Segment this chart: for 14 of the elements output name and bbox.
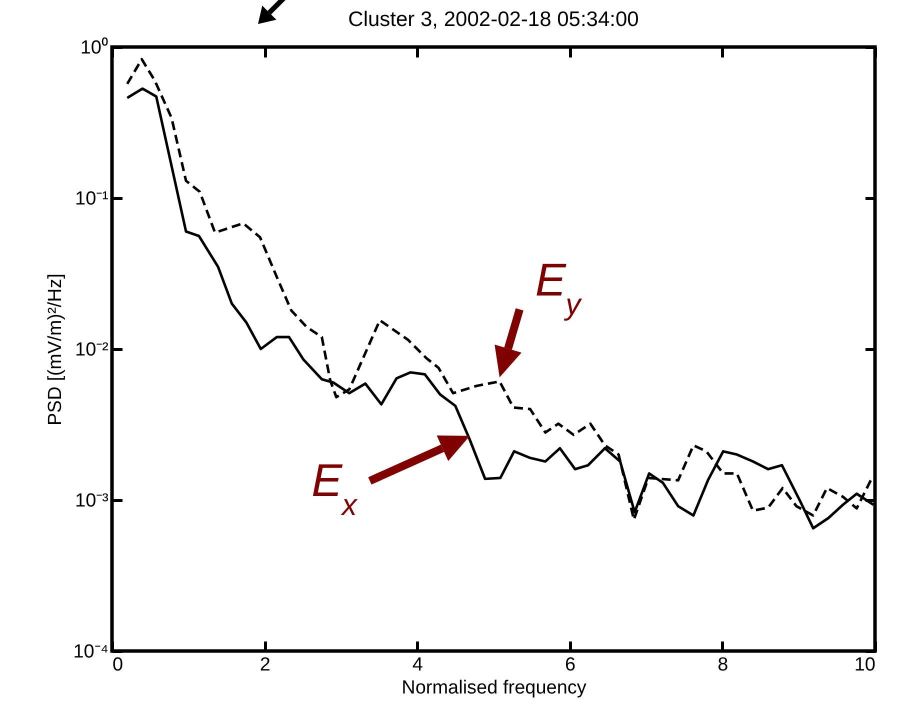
x-axis-title: Normalised frequency (402, 678, 587, 698)
y-axis-title: PSD [(mV/m)²/Hz] (45, 274, 66, 426)
chart-title: Cluster 3, 2002-02-18 05:34:00 (348, 8, 639, 31)
y-tick-label: 10⁰ (80, 36, 108, 58)
y-tick-label: 10⁻⁴ (73, 642, 108, 662)
y-tick-label: 10⁻² (75, 340, 108, 360)
x-tick-label: 0 (112, 654, 124, 676)
x-tick-label: 8 (718, 654, 728, 676)
y-tick-label: 10⁻³ (75, 490, 108, 512)
x-tick-label: 6 (565, 654, 576, 676)
x-tick-label: 4 (412, 654, 424, 676)
x-tick-label: 10 (854, 654, 876, 676)
x-tick-label: 2 (260, 654, 270, 676)
y-tick-label: 10⁻¹ (75, 188, 108, 210)
